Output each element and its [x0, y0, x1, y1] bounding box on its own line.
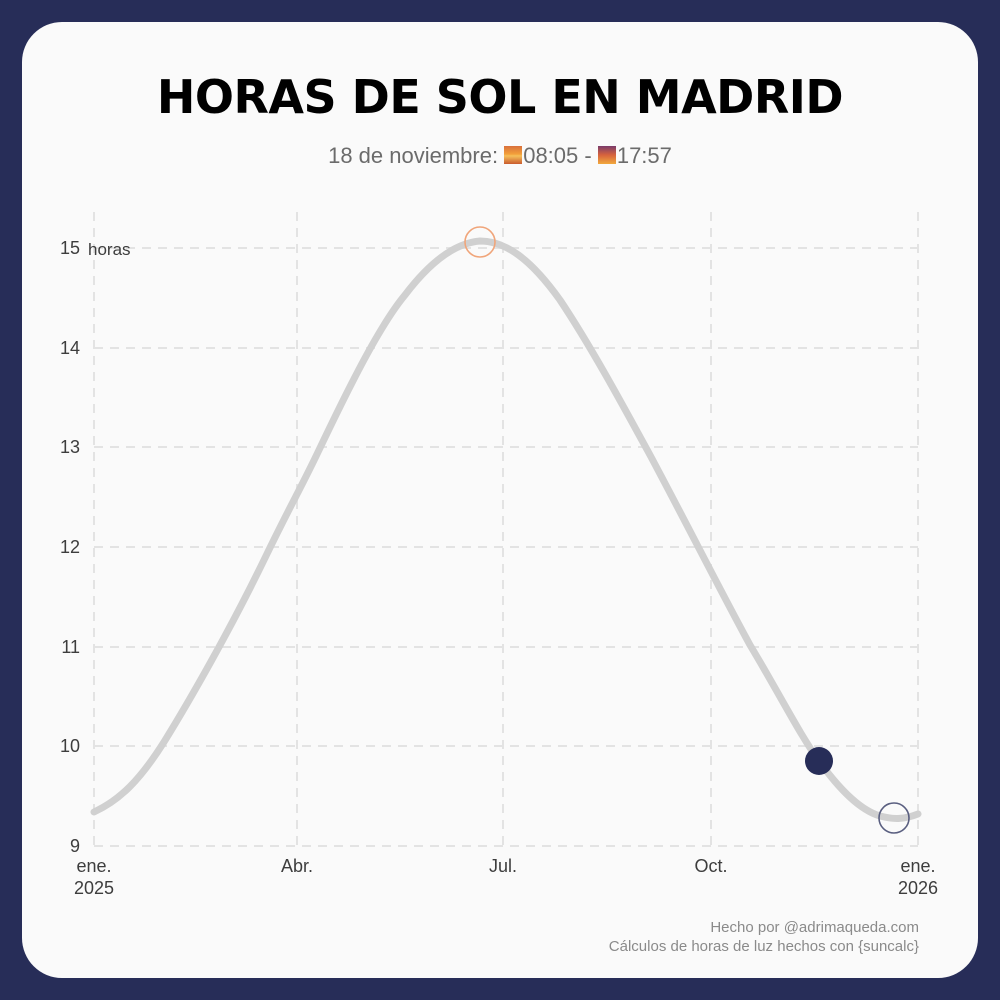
x-tick-jan-2026: ene.: [900, 856, 935, 876]
x-axis-labels: ene. 2025 Abr. Jul. Oct. ene. 2026: [74, 856, 938, 898]
x-tick-jan-2026-year: 2026: [898, 878, 938, 898]
date-label: 18 de noviembre:: [328, 143, 505, 168]
today-marker: [805, 747, 833, 775]
sunset-time: 17:57: [616, 143, 672, 168]
chart-subtitle: 18 de noviembre: 08:05 - 17:57: [0, 143, 1000, 169]
daylight-curve: [90, 237, 922, 822]
y-tick-12: 12: [60, 537, 80, 557]
y-tick-9: 9: [70, 836, 80, 856]
x-tick-apr: Abr.: [281, 856, 313, 876]
footer-credits: Hecho por @adrimaqueda.com Cálculos de h…: [609, 918, 919, 956]
y-tick-10: 10: [60, 736, 80, 756]
y-tick-13: 13: [60, 437, 80, 457]
sunrise-icon: [504, 146, 523, 164]
y-unit-label: horas: [88, 240, 131, 259]
x-tick-jan-2025-year: 2025: [74, 878, 114, 898]
sunrise-time: 08:05: [523, 143, 579, 168]
max-daylight-marker: [464, 226, 496, 258]
grid: [93, 212, 919, 847]
time-separator: -: [578, 143, 598, 168]
footer-author: Hecho por @adrimaqueda.com: [710, 919, 919, 936]
y-axis-labels: 15 horas 14 13 12 11 10 9: [60, 238, 131, 856]
x-tick-jul: Jul.: [489, 856, 517, 876]
chart-card: [22, 22, 978, 978]
sunset-icon: [597, 146, 616, 164]
min-daylight-marker: [878, 802, 910, 834]
chart-title: HORAS DE SOL EN MADRID: [156, 70, 844, 124]
footer-source: Cálculos de horas de luz hechos con {sun…: [608, 938, 919, 955]
y-tick-15: 15: [60, 238, 80, 258]
x-tick-oct: Oct.: [694, 856, 727, 876]
y-tick-14: 14: [60, 338, 80, 358]
y-tick-11: 11: [61, 637, 80, 657]
x-tick-jan-2025: ene.: [76, 856, 111, 876]
